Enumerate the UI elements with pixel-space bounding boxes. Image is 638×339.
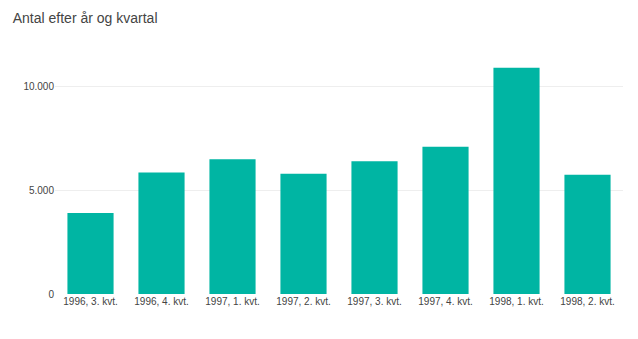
svg-text:1998, 2. kvt.: 1998, 2. kvt. [560, 296, 614, 307]
svg-text:0: 0 [48, 289, 54, 300]
svg-text:1996, 3. kvt.: 1996, 3. kvt. [63, 296, 117, 307]
svg-text:1996, 4. kvt.: 1996, 4. kvt. [134, 296, 188, 307]
svg-text:1997, 1. kvt.: 1997, 1. kvt. [205, 296, 259, 307]
svg-text:Antal efter år og kvartal: Antal efter år og kvartal [13, 10, 158, 26]
svg-text:5.000: 5.000 [29, 185, 54, 196]
svg-text:1997, 2. kvt.: 1997, 2. kvt. [276, 296, 330, 307]
svg-text:1997, 3. kvt.: 1997, 3. kvt. [347, 296, 401, 307]
svg-text:10.000: 10.000 [23, 81, 54, 92]
svg-text:1997, 4. kvt.: 1997, 4. kvt. [418, 296, 472, 307]
svg-text:1998, 1. kvt.: 1998, 1. kvt. [489, 296, 543, 307]
